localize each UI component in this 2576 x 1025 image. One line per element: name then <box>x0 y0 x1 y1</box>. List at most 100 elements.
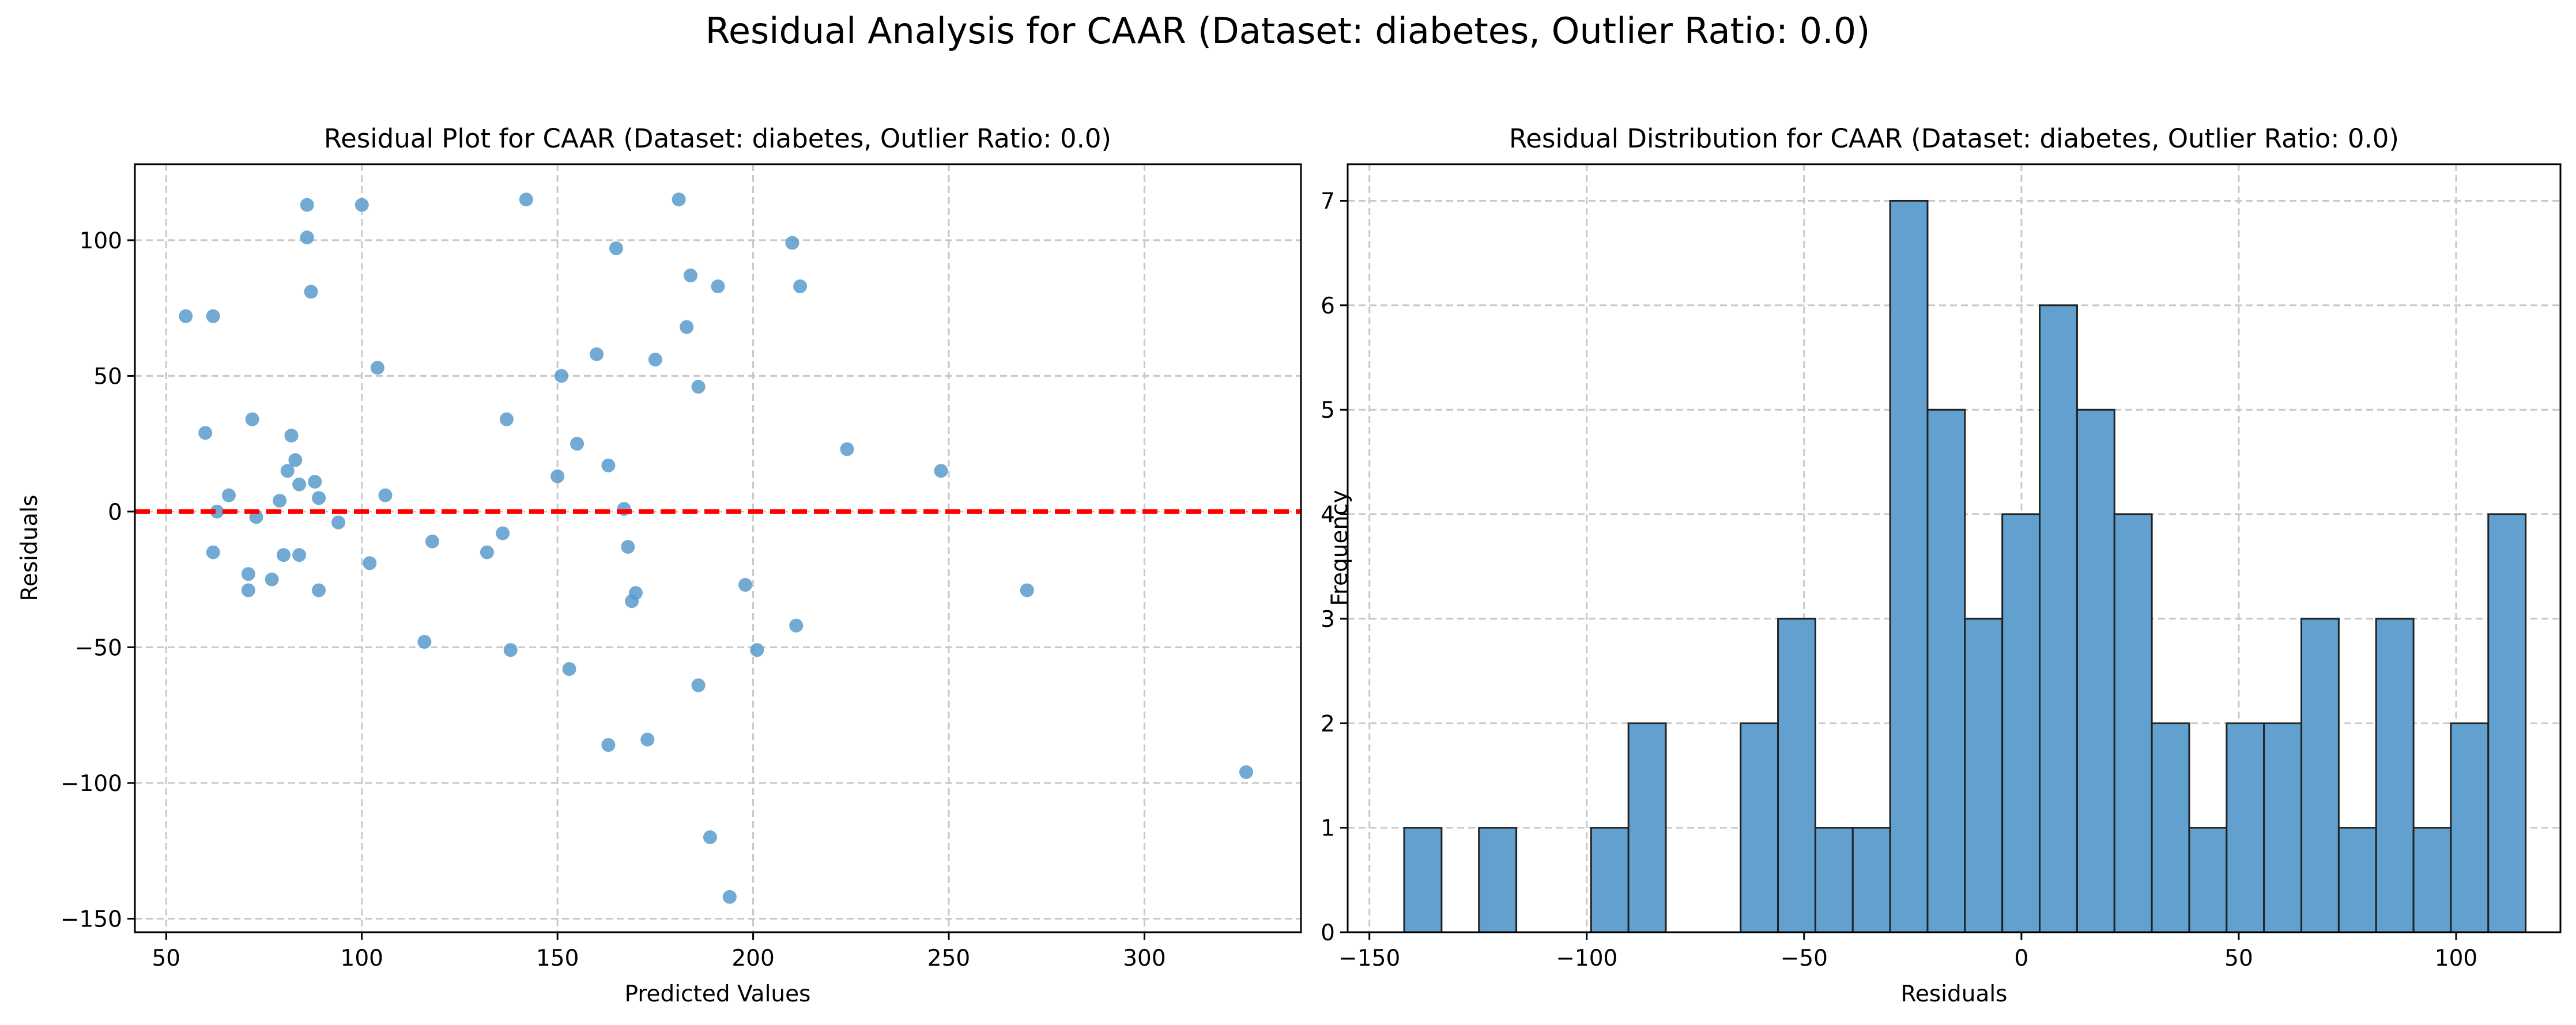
scatter-title: Residual Plot for CAAR (Dataset: diabete… <box>324 123 1111 154</box>
scatter-y-tick-label: −100 <box>61 771 122 797</box>
histogram-x-tick-label: −150 <box>1338 945 1400 971</box>
residual-point <box>273 494 287 508</box>
residual-point <box>354 198 369 212</box>
histogram-bar <box>1889 199 1929 933</box>
residual-point <box>1239 765 1253 780</box>
residual-point <box>378 488 393 502</box>
histogram-y-tick-label: 1 <box>1321 816 1335 842</box>
residual-point <box>680 320 694 334</box>
residual-point <box>789 618 804 633</box>
histogram-y-tick-label: 2 <box>1321 711 1335 737</box>
scatter-y-tick-label: −50 <box>75 635 122 661</box>
residual-point <box>554 369 568 383</box>
histogram-x-tick-label: −100 <box>1556 945 1617 971</box>
histogram-bar <box>2412 827 2452 933</box>
residual-point <box>722 890 737 904</box>
residual-point <box>480 545 494 559</box>
histogram-x-tick-label: −50 <box>1781 945 1828 971</box>
residual-point <box>496 526 510 540</box>
residual-point <box>370 361 384 375</box>
histogram-bar <box>2300 618 2340 933</box>
residual-point <box>711 279 725 293</box>
histogram-bar <box>2487 513 2527 933</box>
scatter-x-tick-label: 50 <box>152 945 180 971</box>
histogram-bar <box>1403 827 1443 933</box>
residual-point <box>179 309 193 323</box>
residual-point <box>750 643 764 657</box>
histogram-bar <box>1964 618 2004 933</box>
residual-point <box>300 198 314 212</box>
histogram-y-tick-label: 0 <box>1321 920 1335 946</box>
histogram-title: Residual Distribution for CAAR (Dataset:… <box>1509 123 2399 154</box>
scatter-plot-area <box>135 164 1301 932</box>
scatter-xlabel: Predicted Values <box>625 981 811 1007</box>
residual-point <box>198 426 213 440</box>
residual-point <box>221 488 236 502</box>
histogram-bar <box>2113 513 2153 933</box>
histogram-bar <box>2001 513 2041 933</box>
histogram-x-tick-label: 0 <box>2014 945 2028 971</box>
residual-point <box>934 464 948 478</box>
residual-point <box>292 477 307 491</box>
scatter-axes-frame <box>134 163 1302 933</box>
residual-point <box>245 412 259 426</box>
residual-point <box>601 737 616 752</box>
scatter-x-tick-label: 200 <box>731 945 774 971</box>
residual-point <box>1020 583 1034 597</box>
histogram-bar <box>1777 618 1816 933</box>
histogram-x-tick-label: 100 <box>2435 945 2477 971</box>
residual-point <box>265 572 279 587</box>
histogram-bar <box>2151 722 2190 933</box>
residual-point <box>363 556 377 570</box>
residual-point <box>738 578 753 592</box>
residual-point <box>691 380 706 394</box>
histogram-y-tick-label: 7 <box>1321 188 1335 214</box>
residual-point <box>280 464 295 478</box>
histogram-bar <box>1478 827 1518 933</box>
residual-point <box>691 678 706 693</box>
histogram-bar <box>2375 618 2415 933</box>
residual-point <box>417 635 432 649</box>
histogram-bar <box>2337 827 2377 933</box>
histogram-bar <box>2188 827 2228 933</box>
residual-point <box>425 534 439 549</box>
figure-suptitle: Residual Analysis for CAAR (Dataset: dia… <box>706 10 1870 52</box>
histogram-bar <box>1814 827 1854 933</box>
scatter-ticks: 50 100 150 200 250 300 −150 −100 −50 0 50 100 <box>61 228 1166 971</box>
residual-point <box>288 453 303 467</box>
residual-point <box>672 192 686 207</box>
residual-point <box>206 309 220 323</box>
residual-point <box>590 347 604 361</box>
residual-point <box>785 236 799 250</box>
scatter-x-tick-label: 100 <box>341 945 383 971</box>
scatter-x-tick-label: 300 <box>1123 945 1166 971</box>
residual-point <box>308 475 322 489</box>
residual-point <box>793 279 808 293</box>
residual-point <box>312 583 326 597</box>
residual-point <box>331 515 346 529</box>
residual-point <box>550 469 565 483</box>
scatter-y-tick-label: 0 <box>108 500 122 525</box>
histogram-bar <box>2076 409 2115 933</box>
residual-point <box>840 442 854 456</box>
residual-point <box>503 643 518 657</box>
residual-point <box>640 732 655 747</box>
histogram-ticks: −150 −100 −50 0 50 100 0 1 2 3 4 5 6 7 <box>1321 188 2477 971</box>
histogram-y-tick-label: 3 <box>1321 607 1335 633</box>
histogram-y-tick-label: 5 <box>1321 398 1335 423</box>
residual-point <box>206 545 220 559</box>
scatter-y-tick-label: 100 <box>80 228 122 254</box>
residual-point <box>683 268 697 283</box>
residual-point <box>300 230 314 245</box>
left-panel: 50 100 150 200 250 300 −150 −100 −50 0 50 100 Resid… <box>17 123 1302 1007</box>
histogram-bar <box>2226 722 2265 933</box>
residual-point <box>628 586 643 600</box>
residual-point <box>570 437 584 451</box>
histogram-y-tick-label: 6 <box>1321 293 1335 319</box>
scatter-points <box>179 192 1253 904</box>
residual-point <box>703 830 717 845</box>
residual-point <box>312 491 326 505</box>
scatter-ylabel: Residuals <box>17 494 43 601</box>
residual-point <box>292 548 307 562</box>
